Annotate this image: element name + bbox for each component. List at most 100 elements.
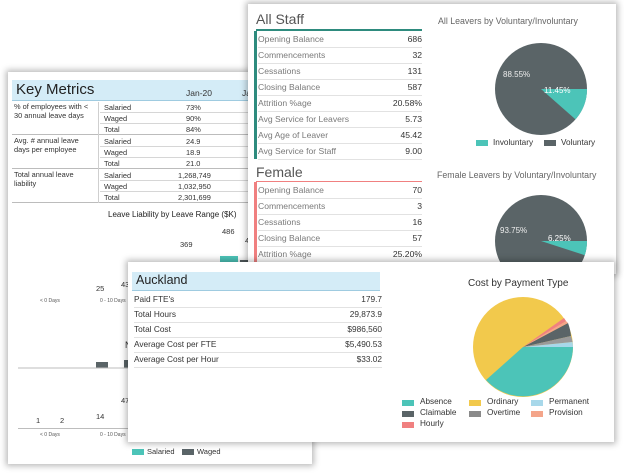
axis-tick: < 0 Days [40, 298, 60, 304]
pie-label-involuntary: 6.25% [548, 234, 571, 243]
metric-sub: Salaried [104, 103, 132, 112]
female-title: Female [256, 164, 303, 180]
staff-row: Avg Age of Leaver 45.42 [258, 127, 422, 144]
column-header-jan20: Jan-20 [186, 88, 212, 98]
staff-row: Avg Service for Leavers 5.73 [258, 111, 422, 128]
bar-label: 369 [180, 240, 193, 249]
female-divider [256, 181, 422, 182]
bar-small [96, 362, 108, 368]
staff-row: Closing Balance 587 [258, 79, 422, 96]
metric-sub: Waged [104, 182, 128, 191]
metric-sub: Waged [104, 148, 128, 157]
pie-slice-permanent [523, 342, 573, 347]
metric-sub: Total [104, 193, 120, 202]
leave-chart-title: Leave Liability by Leave Range ($K) [108, 210, 237, 219]
legend-waged: Waged [197, 447, 221, 456]
bar-label: 14 [96, 412, 105, 421]
metric-value: 90% [186, 114, 201, 123]
metric-value: 21.0 [186, 159, 201, 168]
bar-label: 25 [96, 284, 105, 293]
pie-slice-provision [523, 321, 568, 347]
legend-hourly-swatch [402, 422, 414, 428]
auckland-title: Auckland [136, 273, 188, 287]
legend-hourly: Hourly [420, 419, 444, 428]
metric-value: 1,268,749 [178, 171, 211, 180]
metric-value: 84% [186, 125, 201, 134]
bar-label: 486 [222, 227, 235, 236]
bar-label: 47 [121, 396, 130, 405]
auckland-header [132, 272, 380, 291]
bar-label: 1 [36, 416, 41, 425]
legend-permanent: Permanent [549, 397, 590, 406]
legend-involuntary: Involuntary [493, 138, 534, 147]
female-leavers-chart-title: Female Leavers by Voluntary/Involuntary [437, 170, 597, 180]
legend-overtime-swatch [469, 411, 481, 417]
axis-tick: < 0 Days [40, 432, 60, 438]
pie-label-involuntary: 11.45% [544, 86, 571, 95]
cost-chart-title: Cost by Payment Type [468, 278, 569, 289]
legend-ordinary-swatch [469, 400, 481, 406]
female-row: Commencements 3 [258, 198, 422, 215]
legend-voluntary: Voluntary [561, 138, 596, 147]
pie-slice-hourly [523, 318, 566, 347]
metric-value: 24.9 [186, 137, 201, 146]
auckland-row: Paid FTE's 179.7 [134, 292, 382, 308]
legend-absence: Absence [420, 397, 452, 406]
staff-row: Opening Balance 686 [258, 31, 422, 48]
column-header-next: Ja [242, 88, 251, 98]
bar-label: 2 [60, 416, 65, 425]
legend-permanent-swatch [531, 400, 543, 406]
all-leavers-pie [495, 43, 587, 135]
pie-slice-involuntary [541, 241, 588, 256]
staff-row: Avg Service for Staff 9.00 [258, 143, 422, 160]
axis-tick: 0 - 10 Days [100, 298, 126, 304]
legend-voluntary-swatch [544, 140, 556, 146]
pie-slice-involuntary [541, 89, 587, 120]
female-row: Cessations 16 [258, 214, 422, 231]
pie-slice-absence [486, 347, 573, 397]
metric-label: % of employees with < 30 annual leave da… [14, 102, 89, 120]
pie-slice-claimable [523, 323, 571, 347]
metric-sub: Salaried [104, 137, 132, 146]
pie-label-voluntary: 93.75% [500, 226, 528, 235]
auckland-row: Total Cost $986,560 [134, 322, 382, 338]
staff-row: Attrition %age 20.58% [258, 95, 422, 112]
auckland-card: Auckland Paid FTE's 179.7 Total Hours 29,8… [128, 262, 614, 442]
key-metrics-header [12, 80, 312, 101]
auckland-row: Average Cost per FTE $5,490.53 [134, 337, 382, 353]
legend-provision-swatch [531, 411, 543, 417]
key-metrics-title: Key Metrics [16, 81, 95, 98]
all-leavers-chart-title: All Leavers by Voluntary/Involuntary [438, 16, 578, 26]
legend-claimable-swatch [402, 411, 414, 417]
female-row: Attrition %age 25.20% [258, 246, 422, 263]
metric-value: 1,032,950 [178, 182, 211, 191]
legend-claimable: Claimable [420, 408, 457, 417]
all-staff-title: All Staff [256, 11, 304, 27]
cost-by-payment-pie [473, 297, 573, 397]
pie-label-voluntary: 88.55% [503, 70, 531, 79]
female-row: Closing Balance 57 [258, 230, 422, 247]
legend-overtime: Overtime [487, 408, 521, 417]
metric-sub: Total [104, 125, 120, 134]
legend-ordinary: Ordinary [487, 397, 519, 406]
metric-label: Avg. # annual leave days per employee [14, 136, 79, 154]
staff-summary-card: All Staff Opening Balance 686 Commencemen… [248, 4, 616, 274]
legend-involuntary-swatch [476, 140, 488, 146]
legend-waged-swatch [182, 449, 194, 455]
auckland-row: Average Cost per Hour $33.02 [134, 352, 382, 368]
staff-row: Cessations 131 [258, 63, 422, 80]
female-leavers-pie [495, 195, 588, 274]
metric-value: 18.9 [186, 148, 201, 157]
bar-label: 43 [121, 280, 130, 289]
metric-value: 73% [186, 103, 201, 112]
female-row: Opening Balance 70 [258, 182, 422, 199]
female-accent [254, 182, 257, 274]
metric-sub: Total [104, 159, 120, 168]
legend-salaried-swatch [132, 449, 144, 455]
metric-label: Total annual leave liability [14, 170, 74, 188]
metric-value: 2,301,699 [178, 193, 211, 202]
all-staff-divider [256, 29, 422, 31]
auckland-row: Total Hours 29,873.9 [134, 307, 382, 323]
legend-salaried: Salaried [147, 447, 175, 456]
legend-absence-swatch [402, 400, 414, 406]
